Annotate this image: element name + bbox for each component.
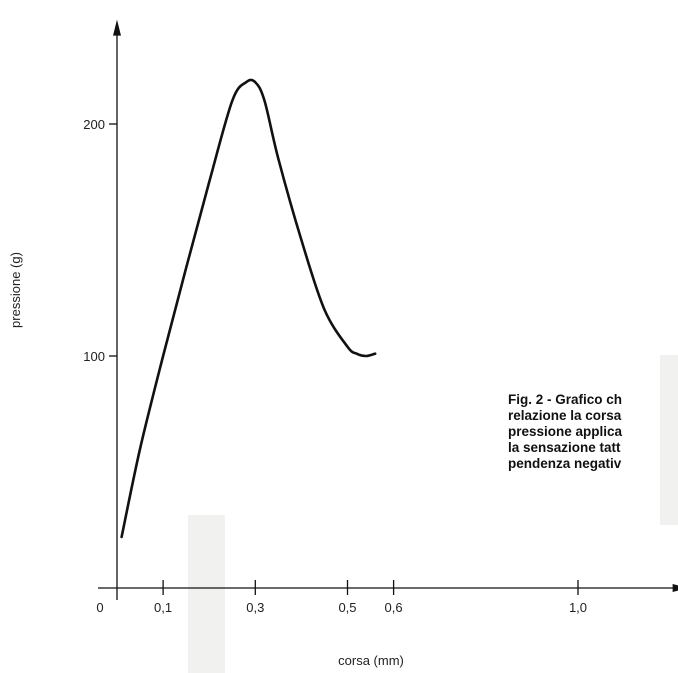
scan-strip-right	[660, 355, 678, 525]
figure-caption: Fig. 2 - Grafico ch relazione la corsa p…	[508, 392, 678, 472]
caption-line: pressione applica	[508, 424, 623, 439]
x-tick-label: 0	[96, 600, 103, 615]
y-axis-title: pressione (g)	[8, 252, 23, 328]
scan-strip-left	[188, 515, 225, 673]
caption-line: Fig. 2 - Grafico ch	[508, 392, 623, 407]
ticks: 0 0,1 0,3 0,5 0,6 1,0 100 200	[83, 117, 587, 615]
y-axis-arrow	[113, 19, 121, 36]
caption-line: pendenza negativ	[508, 456, 622, 471]
x-tick-label: 0,3	[246, 600, 264, 615]
x-axis-arrow	[672, 584, 678, 592]
axes	[98, 19, 678, 600]
caption-line: la sensazione tatt	[508, 440, 621, 455]
y-tick-label: 200	[83, 117, 105, 132]
x-tick-label: 0,6	[385, 600, 403, 615]
pressure-curve	[120, 78, 377, 539]
caption-line: relazione la corsa	[508, 408, 622, 423]
x-tick-label: 0,1	[154, 600, 172, 615]
y-tick-label: 100	[83, 349, 105, 364]
series	[120, 78, 377, 539]
x-tick-label: 0,5	[338, 600, 356, 615]
x-tick-label: 1,0	[569, 600, 587, 615]
x-axis-title: corsa (mm)	[338, 653, 404, 668]
